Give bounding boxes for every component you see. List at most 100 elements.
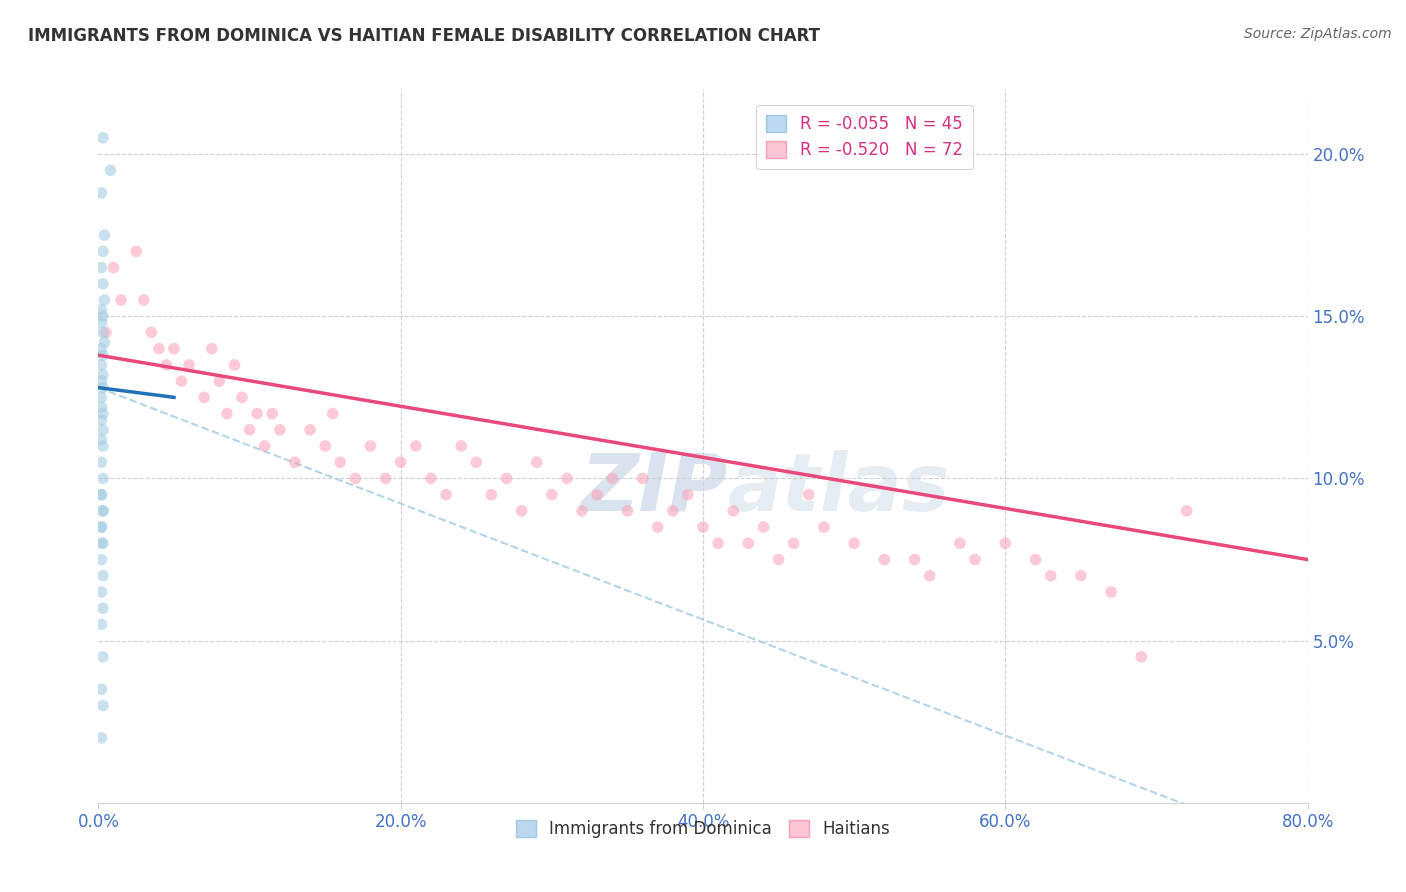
Point: [647, 520, 669, 534]
Point: [481, 488, 503, 502]
Point: [90, 488, 112, 502]
Point: [918, 568, 941, 582]
Point: [269, 423, 291, 437]
Point: [110, 293, 132, 307]
Point: [90, 617, 112, 632]
Point: [262, 407, 284, 421]
Point: [1099, 585, 1122, 599]
Point: [526, 455, 548, 469]
Point: [91, 381, 114, 395]
Point: [768, 552, 790, 566]
Point: [1130, 649, 1153, 664]
Point: [239, 423, 262, 437]
Point: [91, 368, 114, 382]
Point: [91, 649, 114, 664]
Point: [299, 423, 322, 437]
Point: [797, 488, 820, 502]
Point: [994, 536, 1017, 550]
Point: [616, 504, 638, 518]
Point: [692, 520, 714, 534]
Point: [215, 407, 238, 421]
Point: [93, 293, 115, 307]
Point: [723, 504, 745, 518]
Point: [93, 228, 115, 243]
Point: [904, 552, 927, 566]
Point: [91, 536, 114, 550]
Text: ZIP: ZIP: [579, 450, 727, 528]
Point: [93, 335, 115, 350]
Point: [90, 682, 112, 697]
Point: [495, 471, 517, 485]
Point: [813, 520, 835, 534]
Point: [90, 585, 112, 599]
Point: [90, 186, 112, 200]
Point: [91, 348, 114, 362]
Point: [90, 455, 112, 469]
Point: [90, 552, 112, 566]
Point: [329, 455, 352, 469]
Point: [1024, 552, 1046, 566]
Point: [91, 504, 114, 518]
Point: [1175, 504, 1198, 518]
Point: [91, 407, 114, 421]
Point: [752, 520, 775, 534]
Point: [90, 260, 112, 275]
Point: [91, 244, 114, 259]
Point: [314, 439, 336, 453]
Point: [374, 471, 396, 485]
Point: [783, 536, 806, 550]
Point: [90, 520, 112, 534]
Point: [450, 439, 472, 453]
Point: [434, 488, 457, 502]
Point: [844, 536, 866, 550]
Point: [179, 358, 201, 372]
Point: [91, 439, 114, 453]
Point: [90, 488, 112, 502]
Point: [246, 407, 269, 421]
Point: [737, 536, 759, 550]
Point: [155, 358, 177, 372]
Point: [949, 536, 972, 550]
Point: [90, 374, 112, 388]
Point: [1070, 568, 1092, 582]
Text: atlas: atlas: [727, 450, 950, 528]
Point: [965, 552, 987, 566]
Point: [90, 413, 112, 427]
Point: [571, 504, 593, 518]
Point: [90, 302, 112, 317]
Legend: Immigrants from Dominica, Haitians: Immigrants from Dominica, Haitians: [509, 813, 897, 845]
Point: [1039, 568, 1062, 582]
Point: [193, 390, 215, 404]
Point: [91, 601, 114, 615]
Point: [90, 433, 112, 447]
Point: [103, 260, 125, 275]
Point: [91, 471, 114, 485]
Point: [322, 407, 344, 421]
Point: [91, 277, 114, 291]
Point: [90, 400, 112, 414]
Point: [420, 471, 443, 485]
Point: [465, 455, 488, 469]
Point: [91, 326, 114, 340]
Point: [231, 390, 253, 404]
Text: IMMIGRANTS FROM DOMINICA VS HAITIAN FEMALE DISABILITY CORRELATION CHART: IMMIGRANTS FROM DOMINICA VS HAITIAN FEMA…: [28, 27, 820, 45]
Point: [540, 488, 562, 502]
Point: [707, 536, 730, 550]
Point: [661, 504, 683, 518]
Text: Source: ZipAtlas.com: Source: ZipAtlas.com: [1244, 27, 1392, 41]
Point: [90, 390, 112, 404]
Point: [163, 342, 186, 356]
Point: [91, 423, 114, 437]
Point: [224, 358, 246, 372]
Point: [90, 536, 112, 550]
Point: [90, 342, 112, 356]
Point: [125, 244, 148, 259]
Point: [91, 504, 114, 518]
Point: [389, 455, 412, 469]
Point: [586, 488, 609, 502]
Point: [555, 471, 578, 485]
Point: [91, 131, 114, 145]
Point: [360, 439, 382, 453]
Point: [94, 326, 117, 340]
Point: [91, 568, 114, 582]
